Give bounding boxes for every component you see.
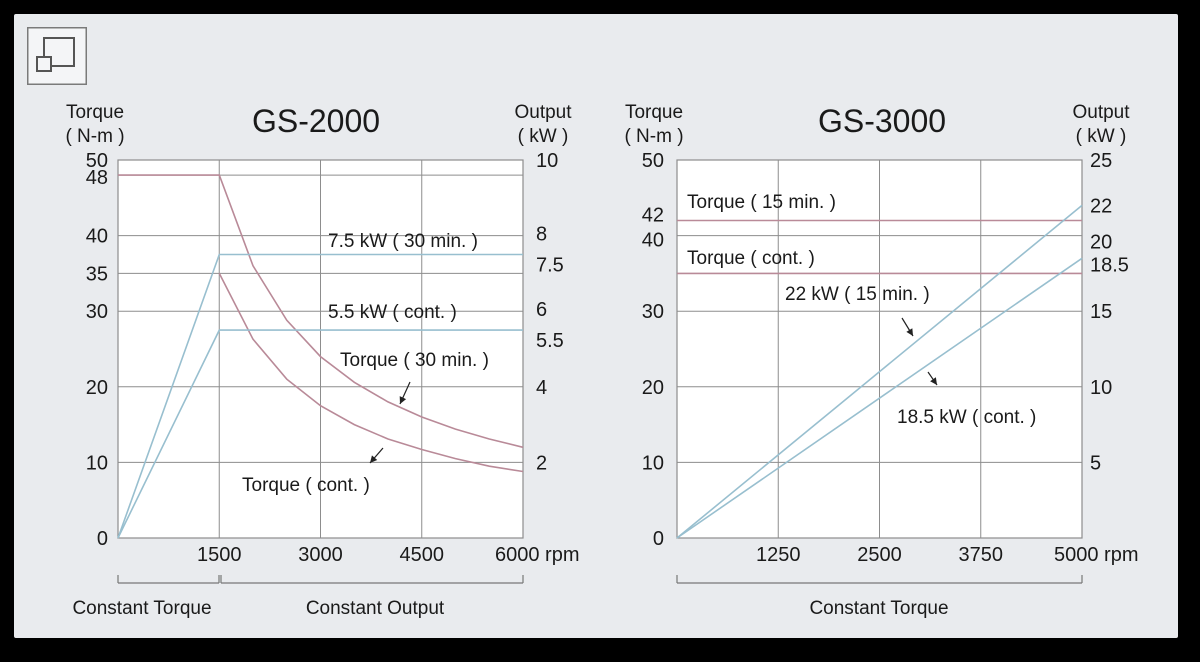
y2-tick-label: 5 — [1090, 452, 1101, 474]
y-tick-label: 35 — [86, 263, 108, 285]
y-tick-label: 40 — [86, 226, 108, 248]
x-tick-label: 4500 — [400, 544, 445, 566]
y2-axis-title: Output — [1072, 102, 1130, 123]
x-tick-label: 3750 — [959, 544, 1004, 566]
y2-tick-label: 15 — [1090, 301, 1112, 323]
series-annotation: 5.5 kW ( cont. ) — [328, 302, 457, 323]
x-tick-label: 1500 — [197, 544, 242, 566]
y2-tick-label: 5.5 — [536, 330, 564, 352]
expand-window-icon[interactable] — [27, 27, 87, 85]
y-tick-label: 20 — [642, 377, 664, 399]
series-annotation: Torque ( cont. ) — [687, 248, 815, 269]
y2-tick-label: 22 — [1090, 195, 1112, 217]
range-label: Constant Torque — [809, 598, 948, 619]
y-axis-unit: ( N-m ) — [624, 126, 683, 147]
plot-frame — [676, 159, 1083, 539]
y2-axis-unit: ( kW ) — [1076, 126, 1127, 147]
chart-gs3000: GS-3000 Torque ( N-m ) Output ( kW ) 0 10 20 30 4… — [624, 102, 1138, 619]
series-annotation: 7.5 kW ( 30 min. ) — [328, 231, 478, 252]
y-tick-label: 48 — [86, 167, 108, 189]
range-label: Constant Torque — [72, 598, 211, 619]
series-annotation: 22 kW ( 15 min. ) — [785, 284, 930, 305]
series-annotation: Torque ( 15 min. ) — [687, 192, 836, 213]
y-tick-label: 50 — [86, 150, 108, 172]
plot-frame — [117, 159, 524, 539]
y2-tick-label: 10 — [536, 150, 558, 172]
y-axis-title: Torque — [625, 102, 683, 123]
y2-tick-label: 4 — [536, 377, 547, 399]
x-tick-label: 1250 — [756, 544, 801, 566]
x-tick-label: 2500 — [857, 544, 902, 566]
series-line-18-5-kw-cont- — [676, 257, 1083, 539]
y-tick-label: 10 — [86, 452, 108, 474]
chart-title: GS-3000 — [818, 103, 946, 139]
range-label: Constant Output — [306, 598, 445, 619]
annotation-arrowhead — [930, 377, 937, 385]
y2-tick-label: 2 — [536, 452, 547, 474]
y2-axis-title: Output — [514, 102, 572, 123]
y2-tick-label: 6 — [536, 299, 547, 321]
y-tick-label: 40 — [642, 230, 664, 252]
series-line-torque-cont- — [218, 273, 524, 473]
y-tick-label: 30 — [86, 301, 108, 323]
series-line-5-5-kw-cont- — [117, 329, 523, 539]
y-tick-label: 10 — [642, 452, 664, 474]
annotation-arrowhead — [399, 396, 407, 404]
y-tick-label: 20 — [86, 377, 108, 399]
series-annotation: Torque ( cont. ) — [242, 475, 370, 496]
y2-tick-label: 7.5 — [536, 255, 564, 277]
x-tick-label: 3000 — [298, 544, 343, 566]
y2-tick-label: 10 — [1090, 377, 1112, 399]
series-line-torque-30-min- — [118, 174, 524, 449]
x-tick-label: 6000 rpm — [495, 544, 580, 566]
y2-tick-label: 8 — [536, 224, 547, 246]
y-axis-unit: ( N-m ) — [65, 126, 124, 147]
annotation-arrowhead — [906, 328, 913, 336]
y-axis-title: Torque — [66, 102, 124, 123]
y2-tick-label: 18.5 — [1090, 254, 1129, 276]
chart-title: GS-2000 — [252, 103, 380, 139]
y-tick-label: 0 — [653, 528, 664, 550]
y2-axis-unit: ( kW ) — [518, 126, 569, 147]
y-tick-label: 30 — [642, 301, 664, 323]
series-line-7-5-kw-30-min- — [117, 253, 523, 539]
series-annotation: 18.5 kW ( cont. ) — [897, 407, 1036, 428]
y-tick-label: 50 — [642, 150, 664, 172]
y2-tick-label: 20 — [1090, 232, 1112, 254]
y2-tick-label: 25 — [1090, 150, 1112, 172]
x-tick-label: 5000 rpm — [1054, 544, 1139, 566]
annotation-arrowhead — [370, 455, 378, 463]
y-tick-label: 0 — [97, 528, 108, 550]
chart-gs2000: GS-2000 Torque ( N-m ) Output ( kW ) 0 10 20 30 3… — [65, 102, 579, 619]
y-tick-label: 42 — [642, 204, 664, 226]
series-line-22-kw-15-min- — [676, 204, 1083, 539]
series-annotation: Torque ( 30 min. ) — [340, 350, 489, 371]
